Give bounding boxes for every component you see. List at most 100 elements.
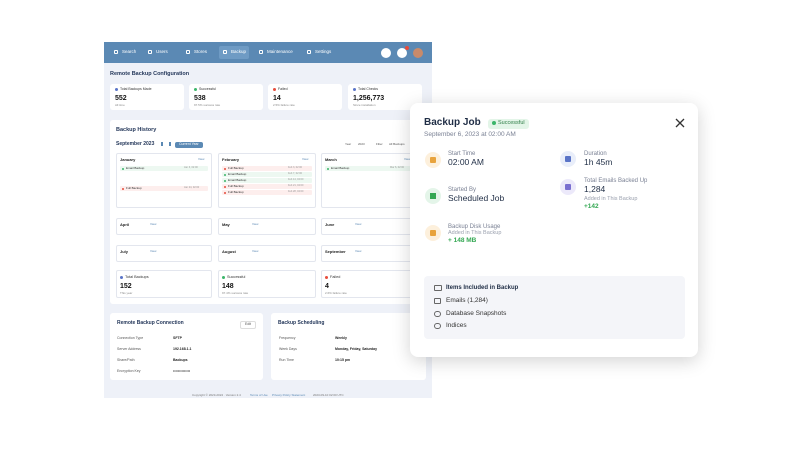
entry-label[interactable]: Email Backup	[331, 166, 350, 170]
nav-item[interactable]: Maintenance	[267, 49, 293, 54]
close-x[interactable]	[675, 118, 685, 128]
entry-label[interactable]: Full Backup	[228, 190, 244, 194]
entry-time: Feb 21, 02:00	[288, 184, 304, 187]
summary-label: Failed	[330, 275, 341, 279]
filter[interactable]: All Backups	[389, 142, 405, 146]
month-name: September	[325, 249, 346, 254]
close-icon	[675, 115, 685, 128]
detail-note: Added in This Backup	[448, 230, 502, 236]
month-card	[321, 218, 418, 235]
nav-item[interactable]: Backup	[231, 49, 247, 54]
entry-label[interactable]: Full Backup	[228, 166, 244, 170]
summary-dot	[120, 276, 123, 279]
month-link[interactable]: View	[302, 157, 309, 161]
detail-value: 1h 45m	[584, 157, 613, 167]
month-link[interactable]: View	[355, 249, 362, 253]
nav-active	[219, 46, 249, 59]
filter[interactable]: Year	[345, 142, 352, 146]
history-panel	[110, 120, 426, 304]
stat-label: Total Checks	[358, 87, 379, 91]
settings-panel	[110, 313, 263, 380]
filter[interactable]: 2023	[358, 142, 365, 146]
month-card	[116, 218, 212, 235]
entry-label[interactable]: Email Backup	[126, 166, 145, 170]
edit-button[interactable]: Edit	[240, 321, 257, 329]
entry-row	[222, 178, 312, 183]
detail-glyph	[430, 157, 436, 163]
stat-note: All time	[115, 103, 125, 107]
panel-title: Remote Backup Connection	[117, 320, 184, 326]
settings-panel	[271, 313, 426, 380]
nav-icon-button	[397, 48, 407, 58]
entry-time: Jan 3, 02:00	[184, 166, 198, 169]
modal-title: Backup Job	[424, 117, 481, 128]
month-link[interactable]: View	[198, 157, 205, 161]
nav-icon	[307, 50, 311, 54]
entry-dot	[224, 167, 226, 170]
stat-value: 14	[273, 95, 281, 102]
row-value: Backups	[173, 358, 188, 362]
month-card	[218, 245, 316, 262]
summary-value: 148	[222, 283, 234, 290]
entry-dot	[122, 187, 124, 190]
nav-icon-button	[413, 48, 423, 58]
entry-label[interactable]: Email Backup	[228, 178, 247, 182]
stat-dot	[353, 88, 356, 91]
stat-label: Total Backups Made	[120, 87, 152, 91]
summary-note: 2.6% failure rate	[325, 291, 347, 295]
row-value: ••••••••••••••	[173, 369, 191, 373]
summary-note: This year	[120, 291, 133, 295]
detail-glyph	[565, 184, 571, 190]
nav-icon	[186, 50, 190, 54]
month-link[interactable]: View	[150, 222, 157, 226]
row-label: Frequency	[279, 336, 296, 340]
entry-dot	[122, 167, 124, 170]
month-link[interactable]: View	[252, 222, 259, 226]
entry-label[interactable]: Full Backup	[228, 184, 244, 188]
filter[interactable]: Filter	[376, 142, 383, 146]
detail-label: Total Emails Backed Up	[584, 178, 648, 184]
entry-label[interactable]: Email Backup	[228, 172, 247, 176]
entry-label[interactable]: Full Backup	[126, 186, 142, 190]
month-link[interactable]: View	[252, 249, 259, 253]
included-item: Emails (1,284)	[446, 297, 488, 304]
entry-time: Feb 14, 02:00	[288, 178, 304, 181]
detail-value: 02:00 AM	[448, 157, 484, 167]
nav-bar	[104, 42, 432, 63]
detail-glyph	[565, 156, 571, 162]
detail-label: Started By	[448, 187, 477, 193]
nav-item[interactable]: Stores	[194, 49, 208, 54]
row-label: Week Days	[279, 347, 297, 351]
included-item: Indices	[446, 322, 467, 329]
current-year-button[interactable]: Current Year	[175, 142, 203, 148]
detail-value: Scheduled Job	[448, 193, 505, 203]
nav-icon	[259, 50, 263, 54]
included-icon	[434, 285, 442, 291]
summary-dot	[325, 276, 328, 279]
entry-dot	[327, 167, 329, 170]
row-value: Monday, Friday, Saturday	[335, 347, 378, 351]
month-card	[218, 218, 316, 235]
entry-dot	[224, 185, 226, 188]
month-link[interactable]: View	[150, 249, 157, 253]
modal-date: September 6, 2023 at 02:00 AM	[424, 131, 516, 138]
month-link[interactable]: View	[355, 222, 362, 226]
stat-value: 538	[194, 95, 206, 102]
nav-icon	[223, 50, 227, 54]
detail-value: 1,284	[584, 184, 606, 194]
entry-time: Jan 24, 02:00	[184, 186, 200, 189]
nav-item[interactable]: Settings	[315, 49, 332, 54]
entry-dot	[224, 173, 226, 176]
detail-note: Added in This Backup	[584, 196, 638, 202]
month-link[interactable]: View	[404, 157, 411, 161]
month-name: June	[325, 222, 335, 227]
month-name: January	[120, 157, 136, 162]
summary-card	[218, 270, 316, 298]
month-name: April	[120, 222, 130, 227]
stat-card	[268, 84, 342, 110]
nav-item[interactable]: Search	[122, 49, 137, 54]
footer-text[interactable]: Privacy Policy Statement	[272, 393, 306, 397]
footer-text[interactable]: Terms of Use	[250, 393, 268, 397]
summary-dot	[222, 276, 225, 279]
nav-item[interactable]: Users	[156, 49, 168, 54]
